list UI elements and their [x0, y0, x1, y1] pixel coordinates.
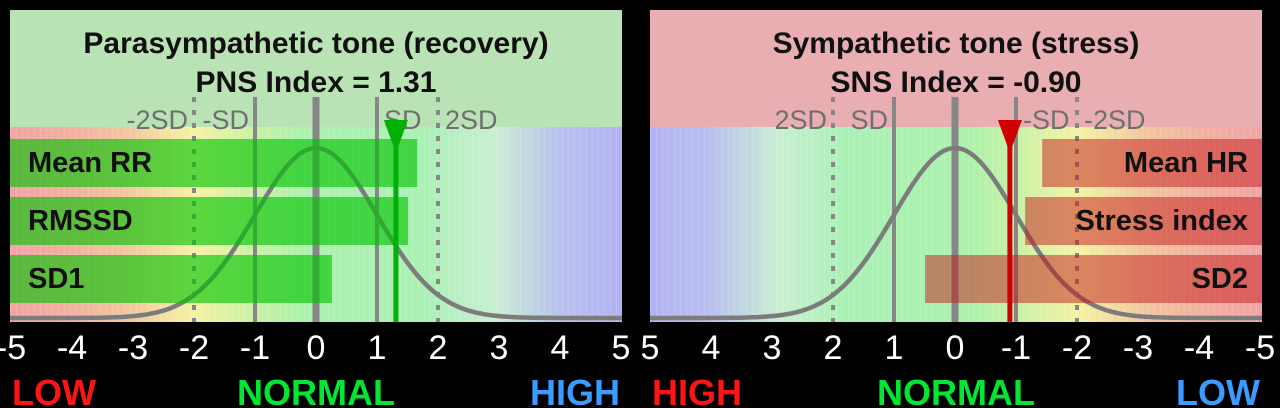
axis-tick-label: -4: [56, 329, 88, 367]
bar-label-rmssd: RMSSD: [28, 205, 133, 237]
axis-tick-label: 4: [550, 329, 570, 367]
metric-bar-rmssd: [10, 197, 409, 245]
metric-bar-sd2: [925, 255, 1262, 303]
axis-tick-label: 1: [367, 329, 387, 367]
axis-tick-label: -1: [239, 329, 271, 367]
sd-label-2sd: 2SD: [445, 105, 498, 135]
axis-tick-label: 2: [428, 329, 448, 367]
axis-tick-label: 4: [701, 329, 721, 367]
axis-tick-label: 5: [611, 329, 631, 367]
axis-tick-label: 5: [640, 329, 660, 367]
panel-title: Parasympathetic tone (recovery): [83, 27, 549, 60]
index-marker-triangle: [383, 120, 408, 153]
index-marker-triangle: [997, 120, 1022, 153]
pns-panel: Parasympathetic tone (recovery) PNS Inde…: [0, 10, 630, 408]
metric-bar-mean-rr: [10, 139, 418, 187]
zone-label-normal: NORMAL: [877, 372, 1035, 408]
bar-label-mean-hr: Mean HR: [1123, 147, 1248, 179]
sd-label--2sd: -2SD: [126, 105, 188, 135]
axis-tick-label: 1: [884, 329, 904, 367]
zone-label-low: LOW: [1176, 372, 1260, 408]
metric-bar-mean-hr: [1042, 139, 1262, 187]
axis-tick-label: -1: [1000, 329, 1032, 367]
bell-curve: [650, 145, 1262, 321]
zone-label-low: LOW: [12, 372, 96, 408]
zone-label-normal: NORMAL: [237, 372, 395, 408]
axis-tick-label: -3: [1122, 329, 1154, 367]
zone-label-high: HIGH: [530, 372, 620, 408]
sd-label-sd: SD: [850, 105, 888, 135]
metric-bar-sd1: [10, 255, 332, 303]
panel-title: Sympathetic tone (stress): [772, 27, 1140, 60]
sd-label--2sd: -2SD: [1084, 105, 1146, 135]
sd-label--sd: -SD: [1023, 105, 1070, 135]
axis-tick-label: -2: [178, 329, 210, 367]
panel-index-value: PNS Index = 1.31: [195, 66, 437, 99]
metric-bar-stress-index: [1025, 197, 1262, 245]
axis-tick-label: 0: [306, 329, 326, 367]
axis-tick-label: -5: [0, 329, 27, 367]
sd-label-2sd: 2SD: [774, 105, 827, 135]
axis-tick-label: -4: [1183, 329, 1215, 367]
axis-tick-label: 2: [823, 329, 843, 367]
axis-tick-label: 3: [489, 329, 509, 367]
sns-panel: Sympathetic tone (stress) SNS Index = -0…: [641, 10, 1275, 408]
zone-label-high: HIGH: [652, 372, 742, 408]
axis-tick-label: 0: [945, 329, 965, 367]
axis-tick-label: -2: [1061, 329, 1093, 367]
distribution-plot: [650, 97, 1262, 322]
bar-label-stress-index: Stress index: [1075, 205, 1248, 237]
bar-label-mean-rr: Mean RR: [28, 147, 153, 179]
axis-tick-label: -5: [1244, 329, 1276, 367]
bar-label-sd1: SD1: [28, 263, 85, 295]
sd-label--sd: -SD: [202, 105, 250, 135]
axis-tick-label: -3: [117, 329, 149, 367]
distribution-plot: [10, 97, 622, 322]
panel-index-value: SNS Index = -0.90: [830, 66, 1082, 99]
axis-tick-label: 3: [762, 329, 782, 367]
bar-label-sd2: SD2: [1191, 263, 1248, 295]
